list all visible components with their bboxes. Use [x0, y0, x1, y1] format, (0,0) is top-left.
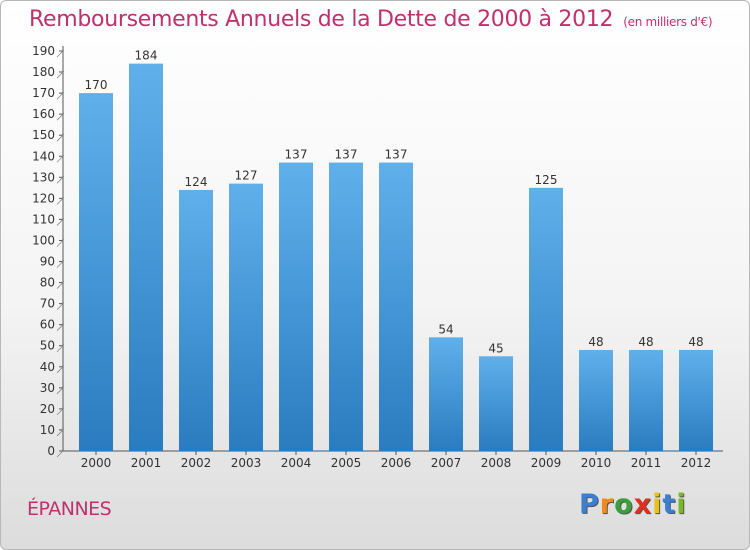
- y-tick-hatch: [56, 197, 65, 205]
- bar-value-label: 137: [335, 148, 358, 162]
- y-tick-hatch: [56, 428, 65, 437]
- y-tick-label: 160: [32, 107, 55, 121]
- proxiti-logo: Proxiti: [579, 489, 687, 520]
- x-tick-label: 2004: [281, 456, 312, 470]
- x-tick-label: 2007: [431, 456, 462, 470]
- chart-title-text: Remboursements Annuels de la Dette de 20…: [29, 7, 614, 32]
- bar: [229, 183, 263, 451]
- y-tick-label: 150: [32, 128, 55, 142]
- y-tick-hatch: [56, 112, 65, 121]
- y-tick-label: 80: [40, 276, 55, 290]
- bar: [279, 162, 313, 451]
- y-tick-hatch: [56, 449, 65, 458]
- bar: [579, 349, 613, 451]
- bar-value-label: 48: [638, 335, 653, 349]
- bar: [379, 162, 413, 451]
- y-tick-hatch: [56, 302, 65, 310]
- town-name: ÉPANNES: [27, 498, 112, 520]
- y-tick-label: 100: [32, 233, 55, 247]
- y-tick-hatch: [56, 133, 65, 142]
- bar-value-label: 125: [535, 173, 558, 187]
- y-tick-label: 30: [40, 381, 55, 395]
- bar: [79, 93, 113, 452]
- bar-value-label: 48: [688, 335, 703, 349]
- chart-bars: 170 184 124 127 137 137 137 54 45 125 48 48 48: [79, 49, 713, 452]
- bar-value-label: 127: [235, 169, 258, 183]
- chart-title: Remboursements Annuels de la Dette de 20…: [29, 7, 713, 32]
- x-tick-label: 2012: [681, 456, 712, 470]
- y-tick-hatch: [56, 344, 65, 353]
- y-tick-label: 20: [40, 402, 55, 416]
- y-tick-label: 40: [40, 360, 55, 374]
- y-tick-hatch: [56, 218, 65, 226]
- y-tick-label: 110: [32, 212, 55, 226]
- y-tick-label: 70: [40, 297, 55, 311]
- bar: [429, 337, 463, 451]
- y-tick-label: 10: [40, 423, 55, 437]
- chart-axes: 0 10 20 30 40 50 60 70 80 90 100 110 120 130 140 150 160…: [32, 44, 723, 470]
- x-tick-label: 2000: [81, 456, 112, 470]
- logo-letter: t: [662, 489, 677, 520]
- bar: [529, 187, 563, 451]
- bar-value-label: 137: [285, 148, 308, 162]
- bar-value-label: 45: [488, 341, 503, 355]
- y-tick-hatch: [56, 239, 65, 247]
- x-tick-label: 2010: [581, 456, 612, 470]
- bar-value-label: 48: [588, 335, 603, 349]
- bar: [629, 349, 663, 451]
- chart-subtitle: (en milliers d'€): [623, 15, 713, 29]
- y-tick-hatch: [56, 176, 65, 184]
- y-tick-hatch: [56, 154, 65, 163]
- y-tick-hatch: [56, 365, 65, 374]
- y-tick-label: 170: [32, 86, 55, 100]
- y-tick-hatch: [56, 70, 65, 79]
- x-tick-label: 2002: [181, 456, 212, 470]
- logo-letter: P: [579, 489, 600, 520]
- logo-letter: x: [633, 489, 653, 520]
- y-tick-hatch: [56, 407, 65, 416]
- bar-value-label: 184: [135, 49, 158, 63]
- bar-value-label: 137: [385, 148, 408, 162]
- y-tick-label: 50: [40, 339, 55, 353]
- logo-letter: o: [614, 489, 634, 520]
- y-tick-hatch: [56, 49, 65, 58]
- y-tick-label: 120: [32, 191, 55, 205]
- y-tick-hatch: [56, 323, 65, 331]
- x-tick-label: 2009: [531, 456, 562, 470]
- y-tick-hatch: [56, 260, 65, 268]
- bar: [129, 63, 163, 451]
- bar-value-label: 54: [438, 322, 453, 336]
- logo-letter: r: [599, 489, 615, 520]
- y-tick-hatch: [56, 386, 65, 395]
- bar-value-label: 124: [185, 175, 208, 189]
- y-tick-label: 130: [32, 170, 55, 184]
- y-tick-hatch: [56, 281, 65, 289]
- y-tick-label: 190: [32, 44, 55, 58]
- y-tick-hatch: [56, 91, 65, 100]
- y-tick-label: 60: [40, 318, 55, 332]
- bar: [329, 162, 363, 451]
- logo-letter: i: [652, 489, 663, 520]
- y-tick-label: 90: [40, 255, 55, 269]
- x-tick-label: 2011: [631, 456, 662, 470]
- y-tick-label: 180: [32, 65, 55, 79]
- x-tick-label: 2008: [481, 456, 512, 470]
- x-tick-label: 2001: [131, 456, 162, 470]
- x-tick-label: 2003: [231, 456, 262, 470]
- bar: [479, 356, 513, 451]
- x-tick-label: 2005: [331, 456, 362, 470]
- logo-letter: i: [676, 489, 687, 520]
- bar: [179, 189, 213, 451]
- y-tick-label: 0: [47, 444, 55, 458]
- x-tick-label: 2006: [381, 456, 412, 470]
- bar-value-label: 170: [85, 78, 108, 92]
- bar: [679, 349, 713, 451]
- y-tick-label: 140: [32, 149, 55, 163]
